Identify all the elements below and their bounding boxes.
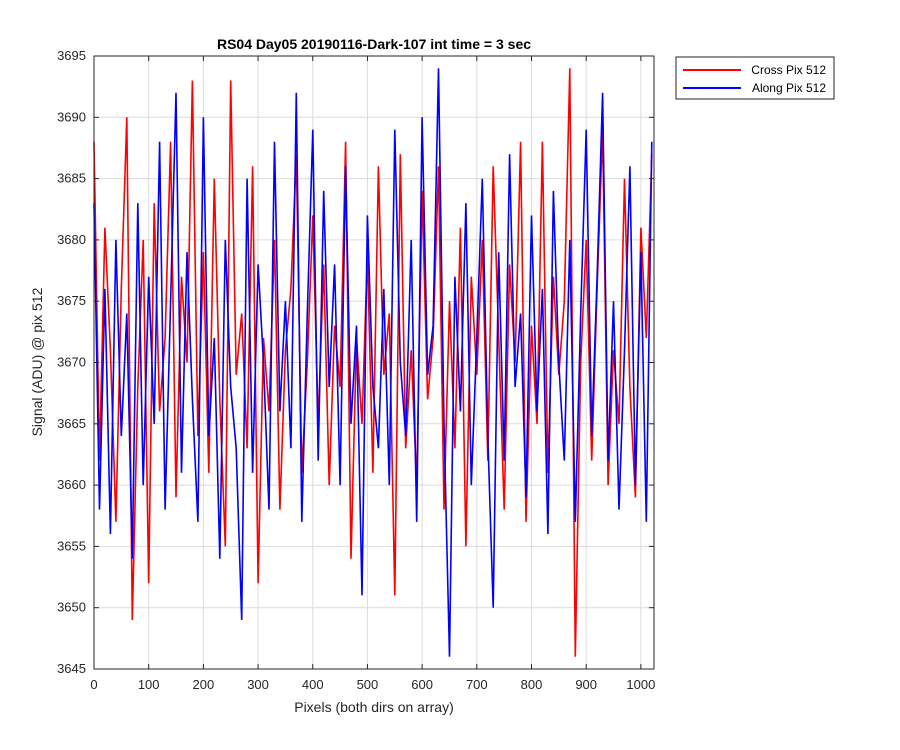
- x-tick-label: 100: [138, 677, 160, 692]
- y-tick-label: 3665: [57, 416, 86, 431]
- y-tick-label: 3660: [57, 477, 86, 492]
- x-tick-label: 200: [193, 677, 215, 692]
- x-tick-label: 500: [357, 677, 379, 692]
- x-tick-label: 1000: [626, 677, 655, 692]
- x-tick-label: 400: [302, 677, 324, 692]
- x-tick-label: 600: [411, 677, 433, 692]
- y-tick-label: 3650: [57, 600, 86, 615]
- y-tick-label: 3675: [57, 293, 86, 308]
- y-tick-label: 3670: [57, 355, 86, 370]
- x-tick-label: 800: [521, 677, 543, 692]
- ticks: 0 100 200 300 400 500 600 700 800 900 1000 3645 3650…: [57, 48, 655, 692]
- y-tick-label: 3645: [57, 661, 86, 676]
- y-tick-label: 3690: [57, 109, 86, 124]
- series-layer: [93, 68, 653, 657]
- legend-label-along: Along Pix 512: [752, 81, 826, 95]
- legend-box: [675, 56, 835, 100]
- y-tick-label: 3655: [57, 538, 86, 553]
- y-tick-label: 3695: [57, 48, 86, 63]
- y-axis-label: Signal (ADU) @ pix 512: [29, 287, 45, 436]
- legend[interactable]: Cross Pix 512 Along Pix 512: [675, 56, 835, 100]
- y-tick-label: 3685: [57, 171, 86, 186]
- legend-label-cross: Cross Pix 512: [751, 63, 826, 77]
- x-tick-label: 700: [466, 677, 488, 692]
- x-axis-label: Pixels (both dirs on array): [294, 699, 454, 715]
- x-tick-label: 900: [575, 677, 597, 692]
- chart-title: RS04 Day05 20190116-Dark-107 int time = …: [217, 36, 531, 52]
- x-tick-label: 0: [90, 677, 97, 692]
- series-line-along-pix: [93, 68, 653, 657]
- x-tick-label: 300: [247, 677, 269, 692]
- y-tick-label: 3680: [57, 232, 86, 247]
